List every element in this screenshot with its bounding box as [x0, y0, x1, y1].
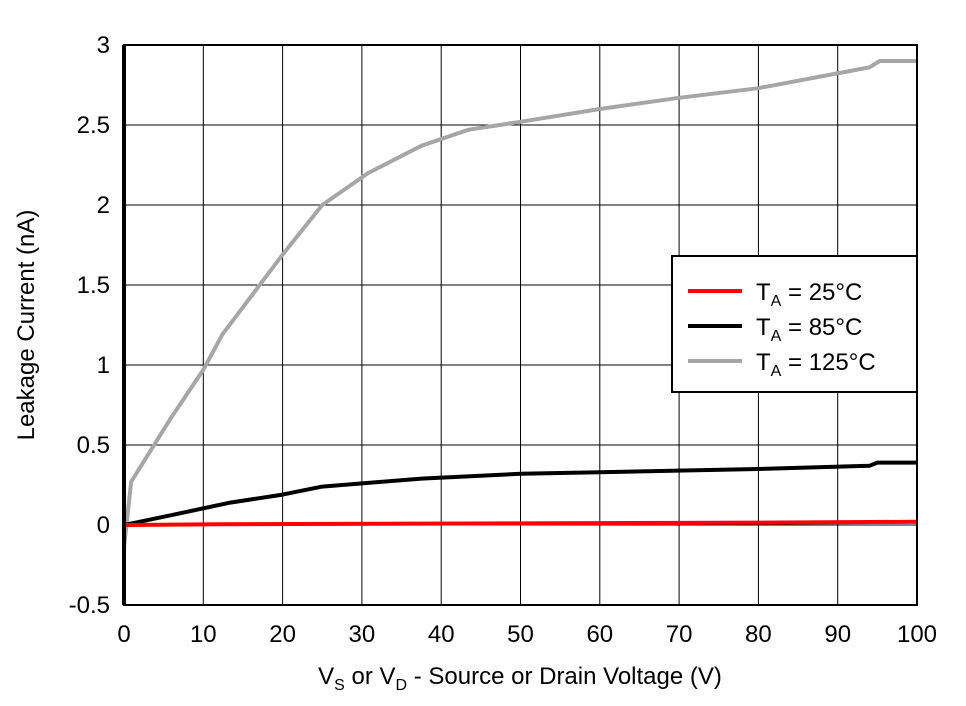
y-tick-label: 3 [97, 32, 110, 59]
x-tick-label: 40 [428, 621, 455, 648]
x-tick-label: 50 [507, 621, 534, 648]
y-axis-label: Leakage Current (nA) [13, 210, 40, 441]
x-tick-label: 100 [897, 621, 937, 648]
y-tick-label: 2.5 [77, 112, 110, 139]
series-line [123, 519, 918, 527]
y-tick-label: 2 [97, 192, 110, 219]
series-line [123, 460, 917, 527]
legend: TA = 25°C TA = 85°C TA = 125°C [671, 255, 918, 393]
x-tick-label: 70 [666, 621, 693, 648]
x-tick-label: 60 [586, 621, 613, 648]
x-axis-label: VS or VD - Source or Drain Voltage (V) [318, 663, 722, 694]
x-tick-label: 0 [117, 621, 130, 648]
legend-label: TA = 125°C [756, 349, 876, 380]
series-line [122, 59, 917, 548]
legend-label: TA = 25°C [756, 279, 862, 310]
y-tick-label: 1 [97, 352, 110, 379]
y-tick-label: -0.5 [69, 592, 110, 619]
x-tick-label: 10 [190, 621, 217, 648]
x-tick-label: 20 [269, 621, 296, 648]
x-tick-label: 80 [745, 621, 772, 648]
y-tick-label: 0 [97, 512, 110, 539]
y-tick-label: 1.5 [77, 272, 110, 299]
x-tick-label: 30 [349, 621, 376, 648]
y-tick-label: 0.5 [77, 432, 110, 459]
x-tick-label: 90 [824, 621, 851, 648]
legend-label: TA = 85°C [756, 314, 862, 345]
